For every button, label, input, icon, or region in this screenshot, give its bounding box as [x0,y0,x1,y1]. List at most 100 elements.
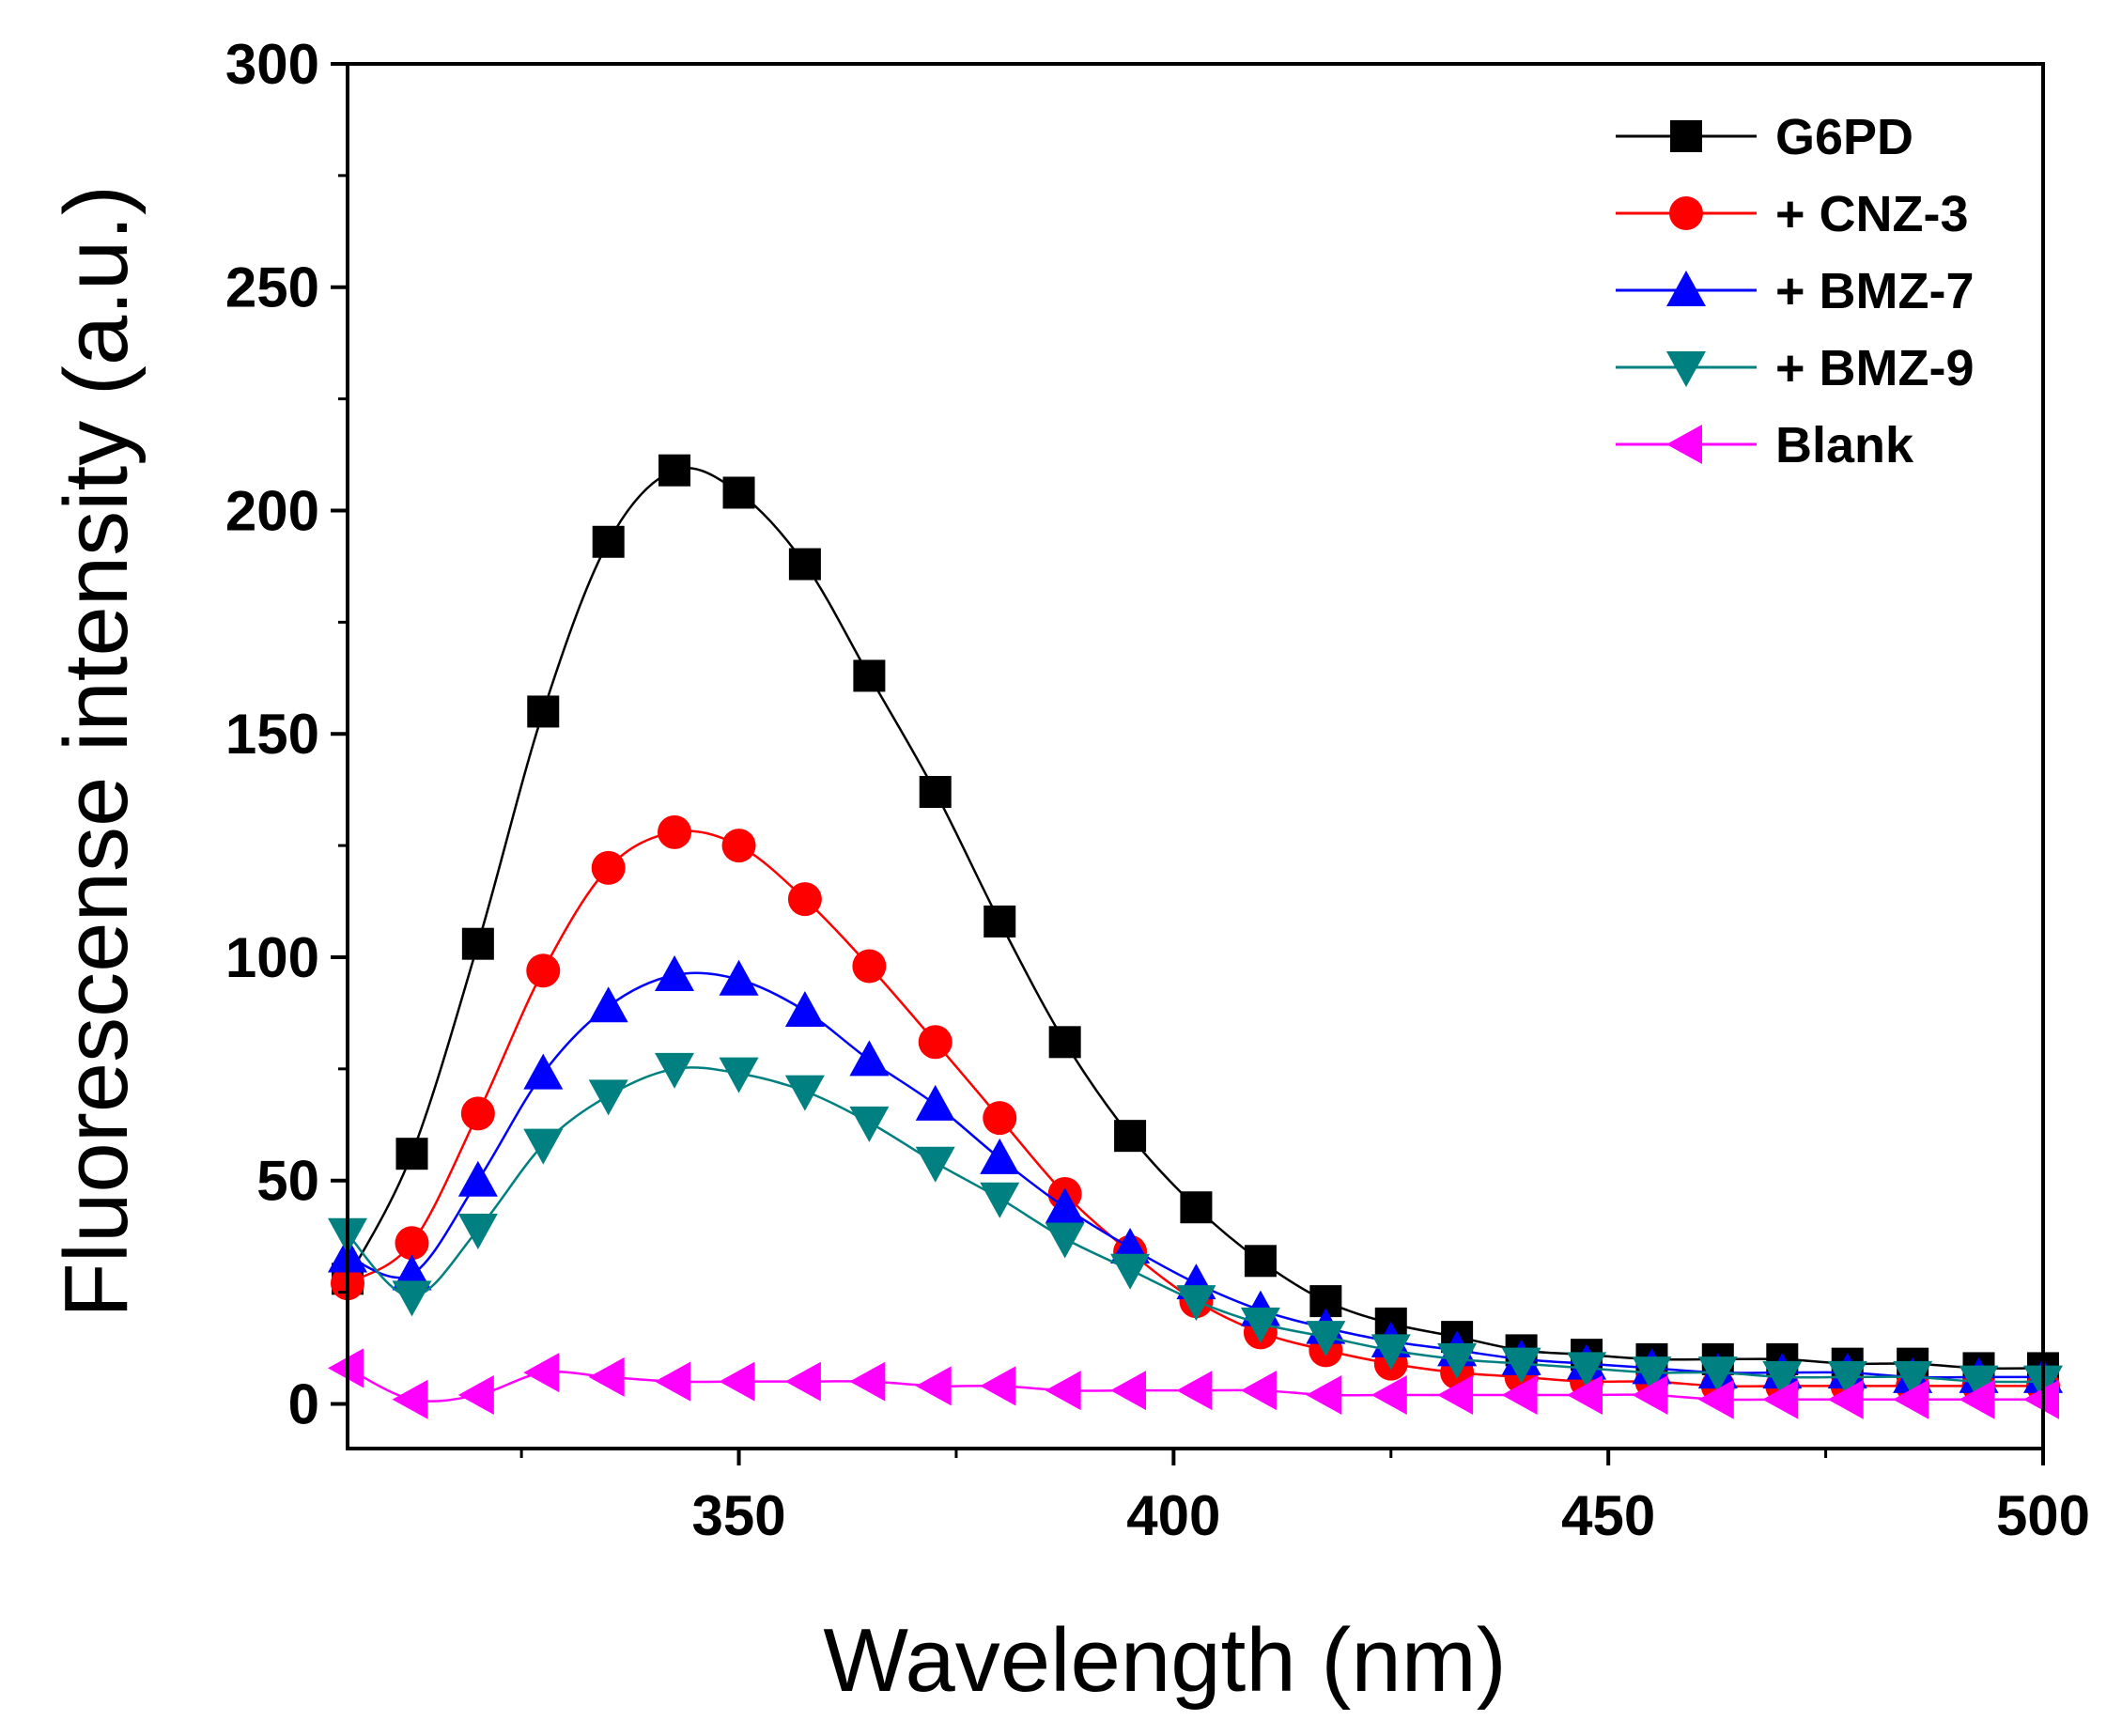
data-point [719,959,759,996]
series-line [347,1066,2044,1384]
data-point [980,1182,1020,1218]
data-point [588,1356,625,1397]
data-point [1371,1334,1411,1371]
data-point [1176,1371,1213,1411]
data-point [915,1084,955,1121]
data-point [526,953,561,988]
series-line [346,467,2044,1371]
data-point [1306,1374,1342,1415]
data-point [655,954,695,991]
data-point [591,850,626,885]
plot-frame [346,62,2045,1450]
data-point [983,1101,1017,1136]
data-point [980,1138,1020,1174]
data-point [523,1128,564,1165]
legend-label: + CNZ-3 [1775,186,1969,242]
data-point [1959,1379,1995,1419]
data-point [1240,1307,1280,1343]
data-point [1501,1374,1538,1415]
data-point [1567,1374,1603,1415]
series-4 [328,1348,2059,1419]
data-point [1567,1352,1607,1388]
data-point [658,454,691,487]
data-point [1110,1253,1151,1290]
series-2 [328,954,2063,1393]
legend-label: + BMZ-7 [1775,263,1975,319]
y-tick-label: 100 [225,926,319,989]
data-point [461,927,494,960]
data-point [915,1366,952,1406]
data-point [1827,1360,1867,1397]
data-point [1632,1374,1668,1415]
data-point [919,776,952,809]
data-point [1045,1222,1085,1259]
legend: G6PD + CNZ-3 + BMZ-7 + BMZ-9 Blank [1616,109,1975,473]
data-point [1437,1374,1474,1415]
plot-area [328,454,2063,1419]
data-point [1176,1285,1216,1322]
legend-item-0: G6PD [1616,109,1913,165]
y-tick-label: 250 [225,256,319,319]
data-point [1306,1321,1346,1357]
data-point [1893,1360,1933,1397]
legend-marker [1666,351,1706,387]
data-point [1437,1342,1478,1379]
data-point [918,1025,953,1060]
legend-marker [1670,120,1702,152]
legend-label: + BMZ-9 [1775,340,1975,396]
data-point [849,1361,886,1402]
legend-item-3: + BMZ-9 [1616,340,1975,396]
data-point [1697,1356,1738,1393]
data-point [719,1057,759,1093]
legend-marker [1666,271,1706,306]
data-point [395,1226,429,1261]
data-point [1893,1379,1929,1419]
series-0 [332,454,2059,1385]
data-point [1762,1379,1799,1419]
data-point [588,1079,628,1116]
y-tick-label: 50 [256,1150,319,1213]
data-point [523,1353,560,1393]
x-tick-label: 450 [1561,1484,1655,1547]
data-point [852,949,887,984]
data-point [1045,1187,1085,1224]
data-point [784,1361,821,1402]
data-point [1045,1371,1081,1411]
legend-marker [1666,425,1702,464]
data-point [655,1361,691,1402]
y-tick-label: 150 [225,703,319,766]
data-point [849,1106,890,1142]
data-point [719,1361,755,1402]
data-point [395,1138,428,1170]
data-point [915,1146,955,1183]
legend-label: G6PD [1775,109,1913,165]
x-axis-title: Wavelength (nm) [823,1610,1506,1711]
data-point [721,829,756,863]
legend-item-1: + CNZ-3 [1616,186,1969,242]
data-point [460,1096,495,1131]
data-point [523,1053,564,1090]
data-point [1501,1347,1541,1384]
axes: 0 50 100 150 200 250 300 350 400 450 500 [225,33,2090,1547]
data-point [1240,1371,1277,1411]
data-point [1110,1371,1147,1411]
legend-label: Blank [1775,417,1914,473]
data-point [655,1052,695,1089]
data-point [457,1374,494,1415]
legend-marker [1669,196,1703,230]
data-point [1632,1356,1672,1393]
x-tick-label: 350 [691,1484,785,1547]
legend-item-2: + BMZ-7 [1616,263,1975,319]
y-tick-label: 300 [225,33,319,96]
data-point [527,695,560,728]
data-point [984,905,1016,938]
data-point [787,882,822,917]
data-point [1827,1379,1864,1419]
data-point [588,986,628,1023]
data-point [1244,1245,1277,1278]
data-point [980,1366,1016,1406]
data-point [1959,1365,1999,1402]
x-tick-label: 400 [1126,1484,1220,1547]
data-point [853,659,886,692]
